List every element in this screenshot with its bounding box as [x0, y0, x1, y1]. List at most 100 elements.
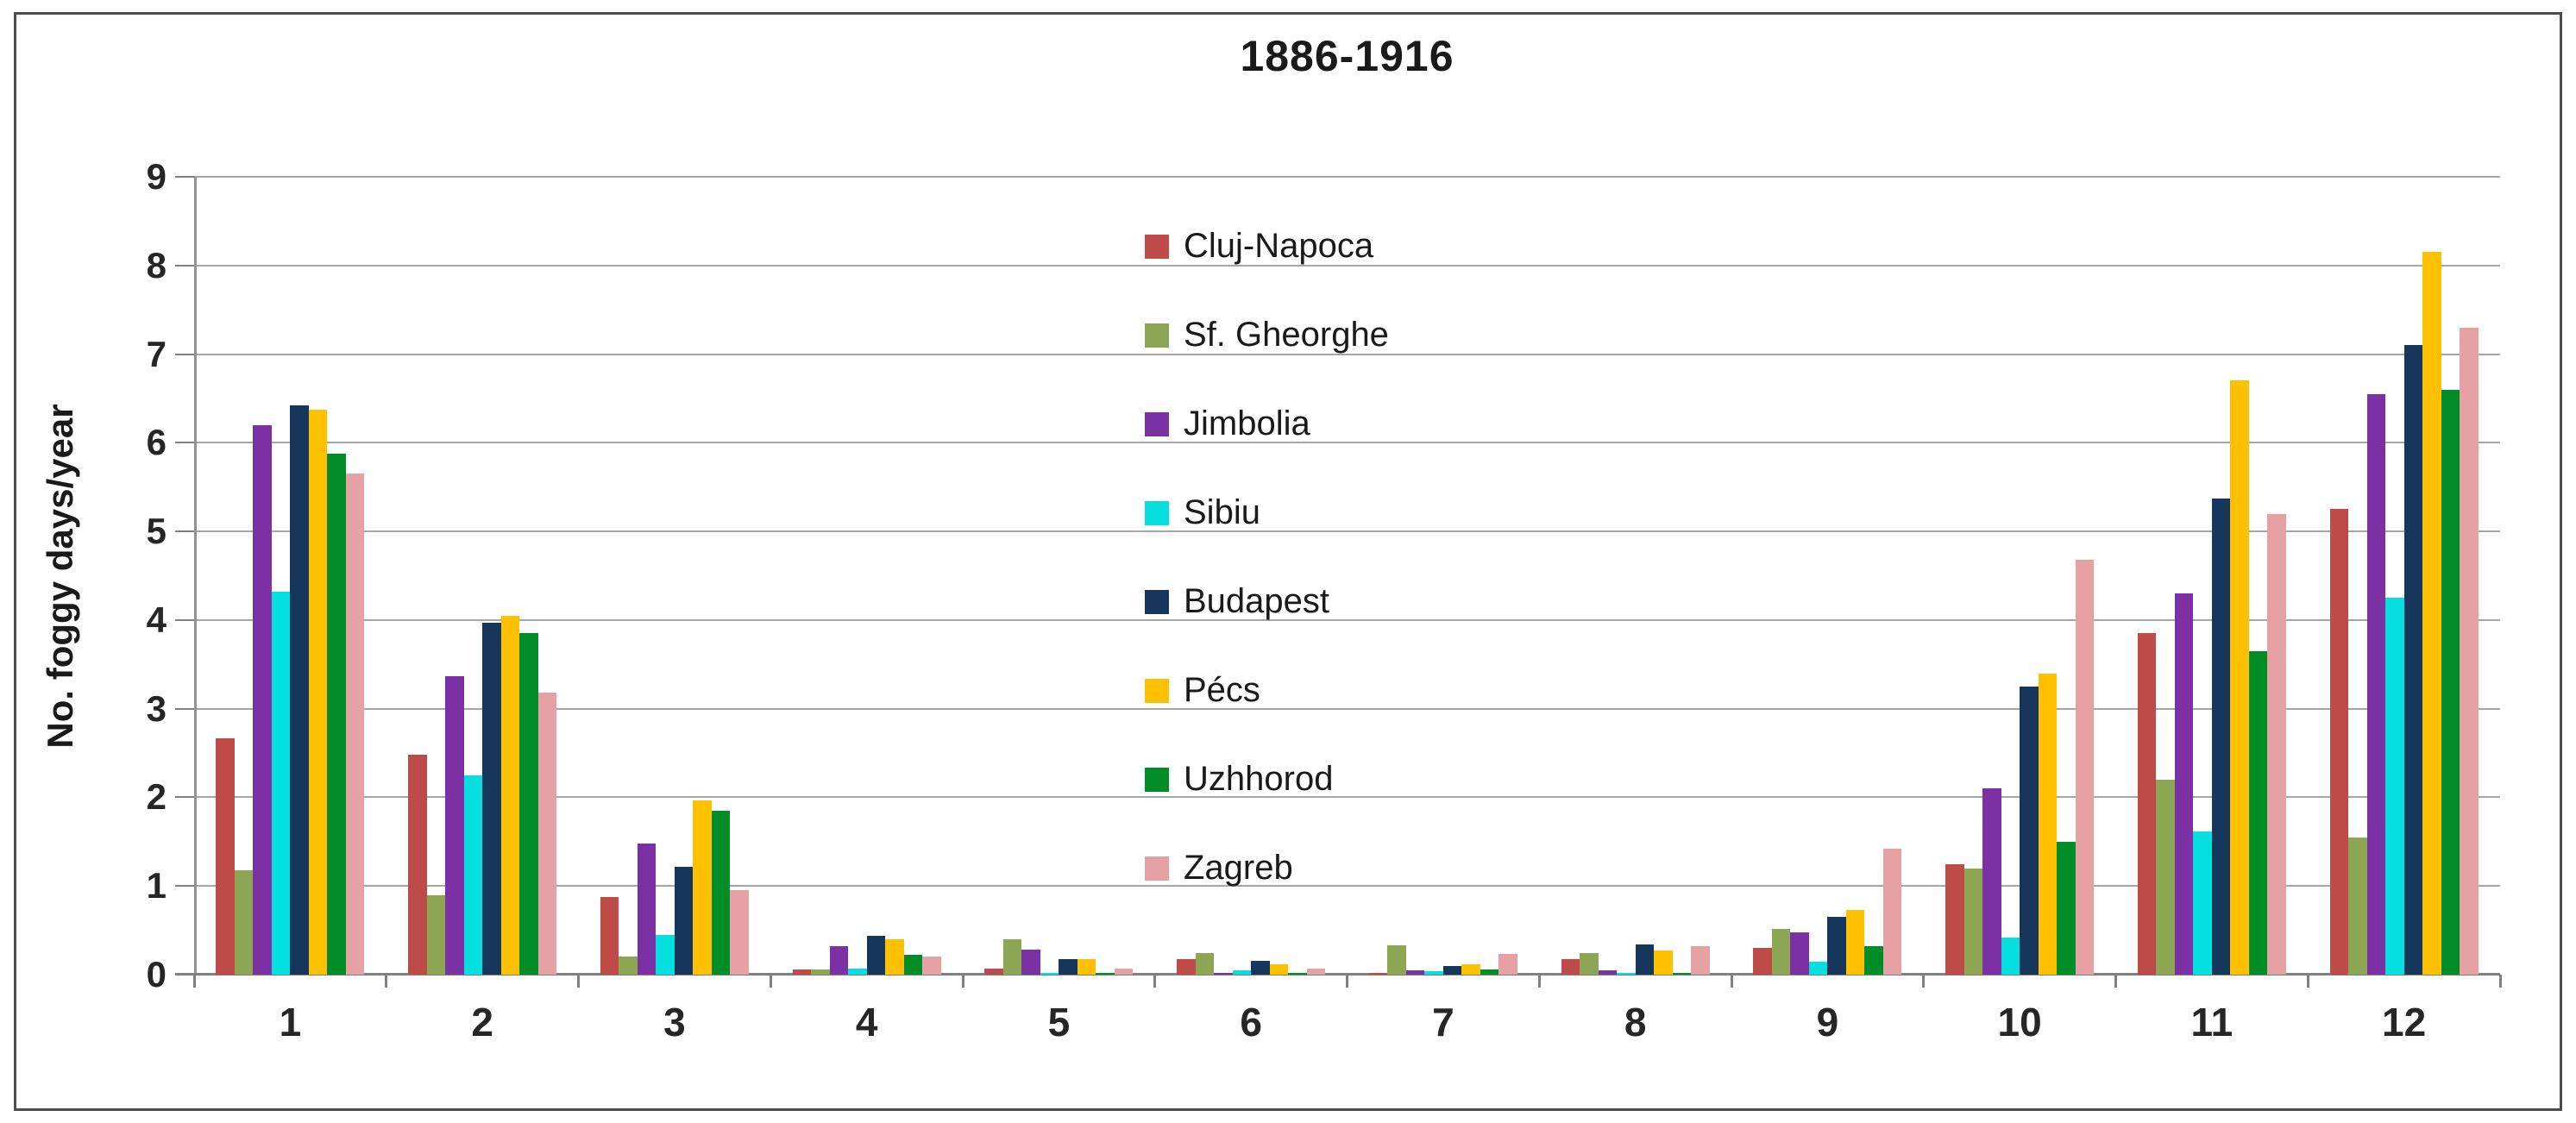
bar-cluj-napoca-m8: [1561, 958, 1580, 975]
bar-cluj-napoca-m9: [1753, 948, 1772, 975]
bar-sibiu-m3: [656, 934, 675, 975]
gridline-y5: [194, 530, 2500, 533]
x-axis-tick: [2114, 975, 2117, 988]
y-tick-label: 2: [146, 776, 166, 818]
plot-area: 0 1 2 3 4 5 6 7 8 9 1 2 3 4 5 6 7 8 9 10 11 12: [147, 159, 2502, 1045]
bar-p-cs-m8: [1654, 950, 1673, 975]
bar-cluj-napoca-m12: [2329, 509, 2349, 975]
legend-item-uzhhorod: Uzhhorod: [1145, 735, 1389, 824]
bar-p-cs-m2: [500, 615, 520, 975]
bar-zagreb-m11: [2267, 513, 2286, 975]
legend-swatch: [1145, 234, 1169, 259]
gridline-y2: [194, 796, 2500, 799]
bar-jimbolia-m6: [1214, 972, 1233, 975]
bar-uzhhorod-m7: [1480, 969, 1499, 975]
bar-uzhhorod-m6: [1288, 972, 1307, 975]
bar-p-cs-m5: [1077, 958, 1096, 975]
legend-swatch: [1145, 767, 1169, 792]
bar-p-cs-m3: [693, 800, 712, 975]
legend-item-cluj-napoca: Cluj-Napoca: [1145, 202, 1389, 291]
bar-jimbolia-m11: [2174, 593, 2194, 975]
bar-zagreb-m5: [1114, 968, 1134, 975]
legend-label: Zagreb: [1184, 849, 1293, 887]
x-tick-label: 3: [663, 1000, 686, 1045]
legend-label: Cluj-Napoca: [1184, 227, 1374, 265]
legend-swatch: [1145, 856, 1169, 881]
bar-zagreb-m9: [1882, 849, 1902, 975]
y-axis-tick: [175, 618, 194, 621]
x-axis-tick: [1730, 975, 1733, 988]
bar-uzhhorod-m2: [519, 633, 538, 975]
bar-jimbolia-m12: [2366, 393, 2386, 975]
x-axis-tick: [769, 975, 772, 988]
bar-p-cs-m4: [885, 938, 904, 975]
y-tick-label: 7: [146, 333, 166, 374]
x-tick-label: 10: [1997, 1000, 2042, 1045]
bar-sf-gheorghe-m4: [811, 969, 830, 975]
x-axis-tick: [192, 975, 196, 988]
bar-cluj-napoca-m1: [216, 737, 235, 975]
bar-budapest-m2: [482, 622, 501, 975]
bar-zagreb-m7: [1498, 954, 1517, 975]
y-axis-tick: [175, 442, 194, 444]
bar-jimbolia-m9: [1790, 932, 1809, 975]
bar-jimbolia-m7: [1405, 969, 1425, 975]
bar-budapest-m12: [2403, 345, 2423, 975]
bar-sibiu-m5: [1040, 972, 1059, 975]
bar-sf-gheorghe-m11: [2156, 779, 2175, 975]
y-tick-label: 6: [146, 422, 166, 463]
bar-uzhhorod-m1: [327, 453, 346, 975]
figure-border: [14, 12, 2562, 1111]
bar-jimbolia-m10: [1982, 788, 2001, 975]
y-axis-title: No. foggy days/year: [40, 404, 80, 749]
legend-item-sibiu: Sibiu: [1145, 468, 1389, 557]
bar-jimbolia-m8: [1598, 969, 1618, 975]
y-tick-label: 5: [146, 511, 166, 552]
y-axis-tick: [175, 530, 194, 533]
x-axis-tick: [2306, 975, 2309, 988]
legend-swatch: [1145, 500, 1169, 525]
bar-p-cs-m1: [308, 410, 328, 975]
legend-label: Sf. Gheorghe: [1184, 316, 1389, 354]
bar-cluj-napoca-m4: [792, 969, 812, 975]
y-axis-tick: [175, 796, 194, 799]
y-tick-label: 3: [146, 687, 166, 729]
legend-swatch: [1145, 411, 1169, 436]
chart-title: 1886-1916: [1240, 32, 1454, 80]
legend-item-p-cs: Pécs: [1145, 646, 1389, 735]
y-tick-label: 1: [146, 865, 166, 907]
bar-sf-gheorghe-m2: [426, 894, 446, 975]
y-axis-tick: [175, 264, 194, 267]
legend-swatch: [1145, 678, 1169, 703]
bar-uzhhorod-m3: [711, 810, 731, 975]
bar-zagreb-m8: [1691, 946, 1710, 975]
x-tick-label: 4: [855, 1000, 878, 1045]
x-axis-tick: [1537, 975, 1541, 988]
x-tick-label: 5: [1047, 1000, 1071, 1045]
x-axis-tick: [2498, 975, 2502, 988]
bar-jimbolia-m4: [829, 946, 849, 975]
legend-swatch: [1145, 589, 1169, 614]
bar-jimbolia-m5: [1021, 950, 1040, 975]
bar-zagreb-m1: [345, 474, 365, 975]
y-tick-label: 9: [146, 156, 166, 197]
bar-uzhhorod-m10: [2057, 841, 2076, 975]
legend-label: Budapest: [1184, 582, 1330, 620]
bar-uzhhorod-m4: [903, 955, 923, 975]
legend-label: Uzhhorod: [1184, 760, 1334, 798]
bar-sibiu-m6: [1232, 969, 1252, 975]
bar-uzhhorod-m5: [1096, 972, 1115, 975]
bar-jimbolia-m2: [445, 675, 464, 975]
gridline-y1: [194, 885, 2500, 888]
bar-sf-gheorghe-m5: [1002, 938, 1022, 975]
bar-sf-gheorghe-m7: [1387, 945, 1406, 975]
y-axis-tick: [175, 353, 194, 355]
legend-label: Sibiu: [1184, 493, 1260, 531]
x-tick-label: 1: [279, 1000, 302, 1045]
legend-item-sf-gheorghe: Sf. Gheorghe: [1145, 291, 1389, 380]
gridline-y7: [194, 353, 2500, 355]
bar-sf-gheorghe-m3: [619, 957, 638, 975]
legend-item-budapest: Budapest: [1145, 557, 1389, 646]
x-tick-label: 9: [1816, 1000, 1839, 1045]
